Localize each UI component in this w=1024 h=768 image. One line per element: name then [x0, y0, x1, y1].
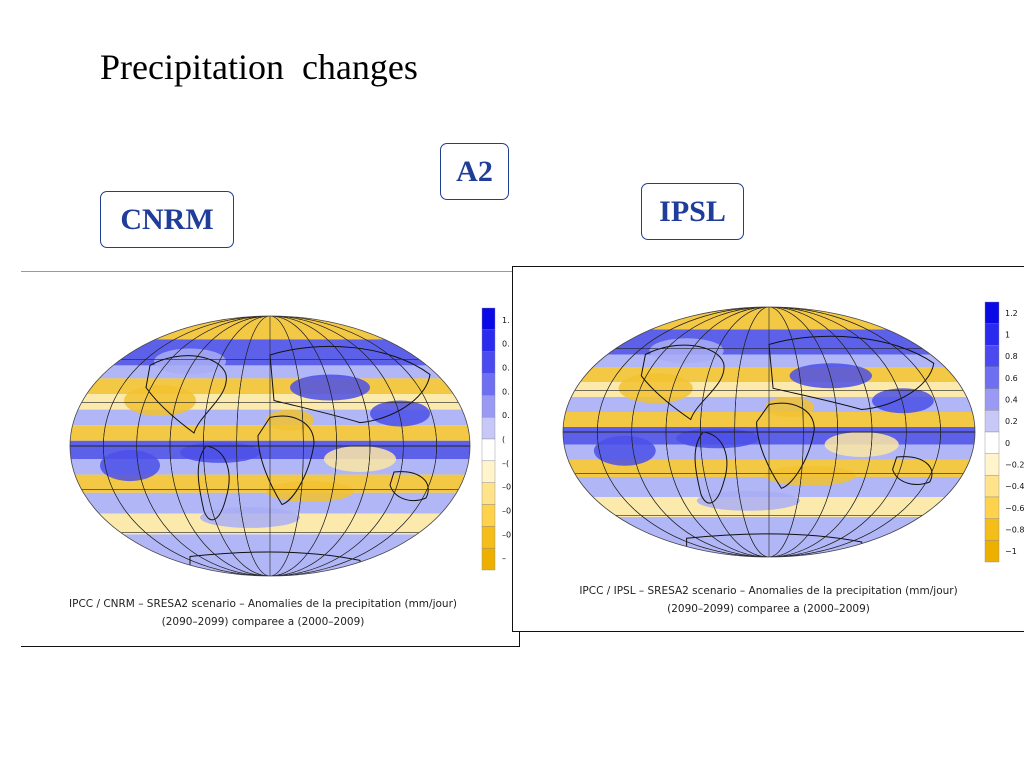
map-outline: [562, 306, 976, 558]
colorbar-swatch: [481, 373, 496, 396]
colorbar-tick-label: 0.4: [1005, 396, 1018, 405]
ipsl-caption-line2: (2090–2099) comparee a (2000–2009): [667, 603, 870, 615]
colorbar-tick-label: −0.6: [1005, 504, 1024, 513]
colorbar-swatch: [984, 388, 1000, 411]
coastline: [189, 551, 361, 576]
colorbar-tick-label: 0.8: [1005, 352, 1018, 361]
cnrm-map-panel: 1. 0. 0. 0. 0. ( –( –0 –0 –0. – IPCC / CNRM – SRES…: [21, 271, 520, 647]
colorbar-swatch: [984, 323, 1000, 346]
colorbar-tick-label: (: [502, 435, 505, 444]
colorbar-tick-label: −0.4: [1005, 482, 1024, 491]
coastline: [257, 415, 315, 506]
cnrm-caption-line2: (2090–2099) comparee a (2000–2009): [161, 616, 365, 628]
coastline: [145, 355, 227, 434]
anomaly-patch: [696, 490, 800, 511]
colorbar-swatch: [481, 526, 496, 549]
colorbar-tick-label: –0.: [502, 530, 514, 539]
coastline: [756, 402, 815, 489]
colorbar-swatch: [984, 453, 1000, 476]
colorbar-tick-label: –0: [502, 483, 511, 492]
cnrm-caption: IPCC / CNRM – SRESA2 scenario – Anomalie…: [51, 595, 475, 631]
model-label-cnrm: CNRM: [100, 191, 234, 248]
ipsl-caption-line1: IPCC / IPSL – SRESA2 scenario – Anomalie…: [579, 585, 958, 597]
anomaly-patch: [370, 400, 430, 427]
colorbar-tick-label: 0: [1005, 439, 1010, 448]
colorbar-swatch: [984, 496, 1000, 519]
colorbar-tick-label: 1.2: [1005, 309, 1018, 318]
anomaly-patch: [764, 397, 815, 417]
colorbar-tick-label: –0: [502, 506, 511, 515]
anomaly-patch: [266, 409, 314, 431]
anomaly-patch: [764, 465, 856, 486]
colorbar-tick-label: 0.: [502, 340, 510, 349]
graticule: [563, 307, 975, 557]
map-outline: [69, 315, 471, 577]
colorbar-tick-label: 0.2: [1005, 417, 1018, 426]
colorbar: 1.2 1 0.8 0.6 0.4 0.2 0 −0.2 −0.4 −0.6 −0.8 −1: [984, 301, 1024, 563]
coastline: [389, 471, 429, 502]
colorbar-tick-label: −0.2: [1005, 461, 1024, 470]
colorbar-tick-label: 0.: [502, 411, 510, 420]
anomaly-patch: [324, 446, 396, 472]
anomaly-patch: [266, 481, 354, 502]
map-field: [70, 316, 470, 576]
slide-title: Precipitation changes: [100, 47, 418, 87]
coastline: [768, 335, 935, 411]
colorbar-swatch: [984, 366, 1000, 389]
colorbar-tick-label: 0.6: [1005, 374, 1018, 383]
colorbar-swatch: [481, 504, 496, 527]
colorbar-swatch: [984, 345, 1000, 368]
colorbar-swatch: [481, 351, 496, 374]
anomaly-patch: [649, 338, 724, 364]
graticule: [70, 316, 470, 576]
colorbar-tick-label: 0.: [502, 364, 510, 373]
colorbar-tick-label: –(: [502, 459, 509, 468]
ipsl-precipitation-map: 1.2 1 0.8 0.6 0.4 0.2 0 −0.2 −0.4 −0.6 −0.8 −1: [562, 301, 1024, 563]
map-field: [563, 307, 975, 557]
ipsl-map-panel: 1.2 1 0.8 0.6 0.4 0.2 0 −0.2 −0.4 −0.6 −0.8 −1 IPCC…: [512, 266, 1024, 632]
coastline: [640, 344, 725, 421]
colorbar-swatch: [481, 547, 496, 571]
coastline: [269, 345, 431, 424]
colorbar-tick-label: −0.8: [1005, 526, 1024, 535]
anomaly-patch: [100, 449, 160, 482]
colorbar-swatch: [984, 475, 1000, 498]
cnrm-precipitation-map: 1. 0. 0. 0. 0. ( –( –0 –0 –0. –: [69, 307, 514, 577]
anomaly-patch: [154, 348, 226, 375]
colorbar-swatch: [481, 482, 496, 505]
colorbar-tick-label: –: [502, 554, 506, 563]
colorbar-swatch: [984, 301, 1000, 324]
colorbar-tick-label: 0.: [502, 387, 510, 396]
colorbar-tick-label: 1: [1005, 331, 1010, 340]
colorbar-swatch: [984, 540, 1000, 563]
colorbar-tick-label: 1.: [502, 316, 510, 325]
anomaly-patch: [593, 435, 656, 466]
colorbar-swatch: [481, 438, 496, 462]
colorbar-swatch: [481, 416, 496, 440]
colorbar-tick-label: −1: [1005, 547, 1017, 556]
anomaly-patch: [872, 388, 934, 414]
colorbar-swatch: [481, 307, 496, 331]
colorbar-swatch: [984, 431, 1000, 454]
scenario-label-a2: A2: [440, 143, 509, 200]
colorbar-swatch: [481, 329, 496, 352]
anomaly-patch: [618, 373, 693, 404]
anomaly-patch: [824, 432, 899, 457]
colorbar: 1. 0. 0. 0. 0. ( –( –0 –0 –0. –: [481, 307, 514, 571]
model-label-ipsl: IPSL: [641, 183, 744, 240]
cnrm-caption-line1: IPCC / CNRM – SRESA2 scenario – Anomalie…: [69, 598, 457, 610]
colorbar-swatch: [984, 410, 1000, 433]
colorbar-swatch: [984, 518, 1000, 541]
ipsl-caption: IPCC / IPSL – SRESA2 scenario – Anomalie…: [533, 582, 1004, 618]
coastline: [686, 533, 863, 557]
anomaly-patch: [200, 507, 300, 528]
colorbar-swatch: [481, 460, 496, 483]
coastline: [892, 456, 933, 485]
anomaly-patch: [124, 384, 196, 417]
colorbar-swatch: [481, 395, 496, 418]
